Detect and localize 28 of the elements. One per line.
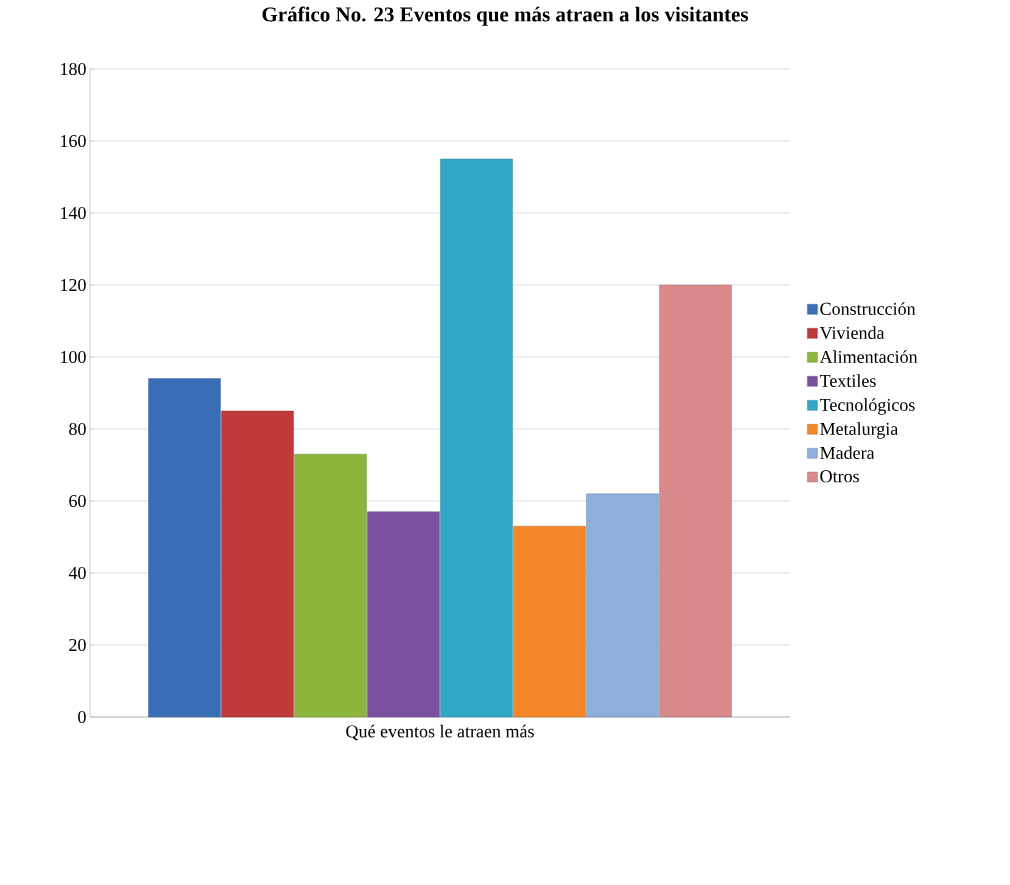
- y-tick-label: 80: [69, 422, 86, 436]
- y-tick-label: 160: [61, 134, 86, 148]
- bar: [148, 378, 221, 718]
- x-tick-label: Qué eventos le atraen más: [346, 724, 534, 741]
- y-tick-label: 140: [61, 206, 86, 220]
- bar: [221, 410, 294, 718]
- legend-label: Construcción: [820, 302, 916, 315]
- bar: [367, 511, 440, 718]
- y-tick-label: 60: [69, 494, 86, 508]
- chart-title: Gráfico No. 23 Eventos que más atraen a los visitantes: [262, 6, 749, 26]
- legend-label: Textiles: [819, 374, 876, 387]
- bar: [659, 284, 732, 718]
- bar: [513, 525, 586, 718]
- bar: [294, 453, 367, 718]
- y-tick-label: 100: [61, 350, 86, 364]
- legend-label: Tecnológicos: [819, 398, 915, 415]
- y-tick-label: 120: [61, 278, 86, 292]
- legend-label: Alimentación: [819, 350, 918, 363]
- legend-label: Vivienda: [819, 326, 885, 340]
- bar: [586, 493, 659, 718]
- legend-label: Madera: [820, 446, 875, 459]
- y-tick-label: 20: [69, 638, 86, 652]
- y-tick-label: 40: [68, 566, 86, 580]
- legend-label: Metalurgia: [820, 422, 899, 439]
- bar: [440, 158, 513, 718]
- y-tick-label: 180: [61, 62, 86, 76]
- legend-label: Otros: [820, 470, 859, 483]
- y-tick-label: 0: [78, 710, 86, 724]
